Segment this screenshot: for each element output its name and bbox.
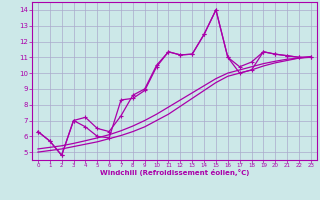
X-axis label: Windchill (Refroidissement éolien,°C): Windchill (Refroidissement éolien,°C) [100, 169, 249, 176]
